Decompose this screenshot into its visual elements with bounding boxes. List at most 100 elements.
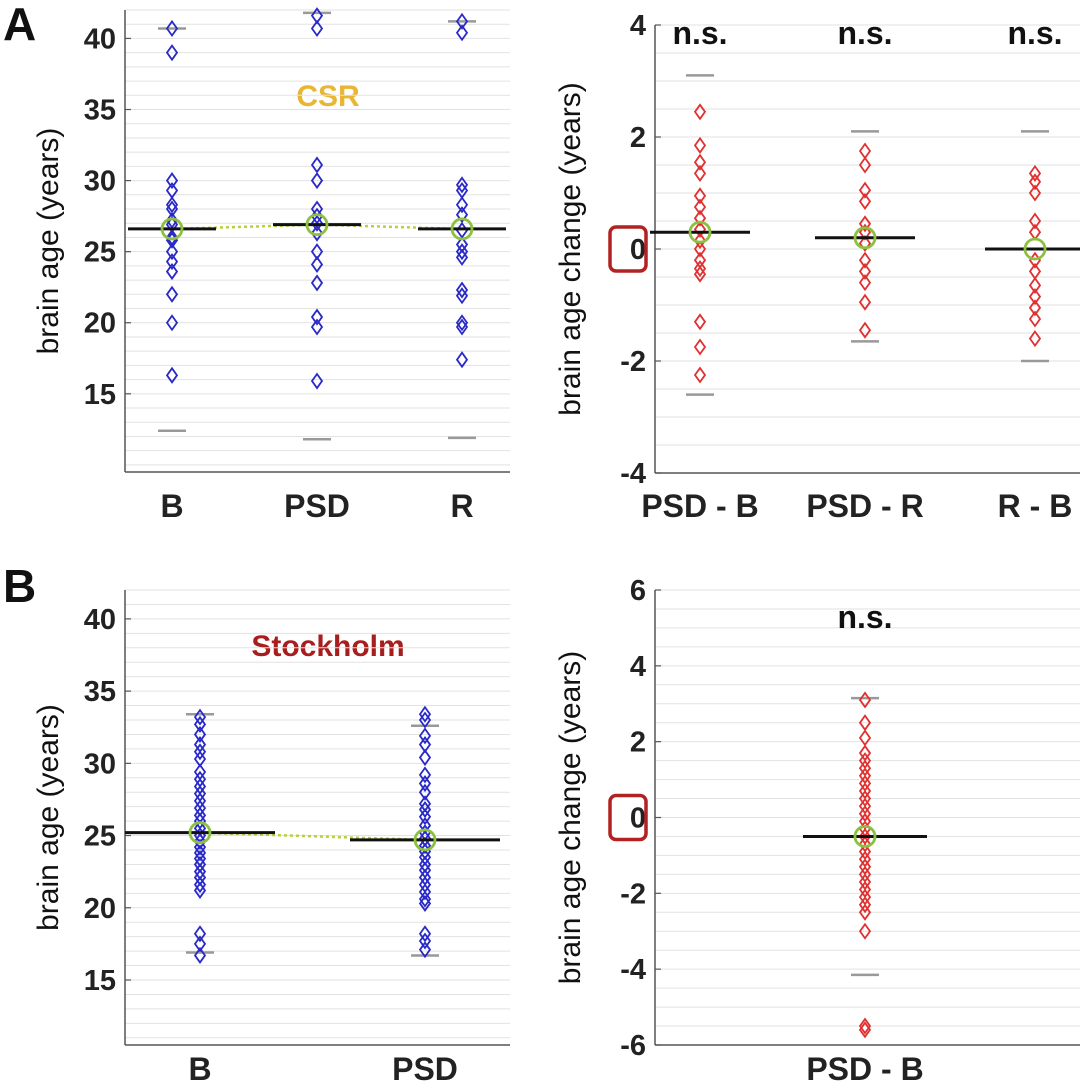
x-category-label: R xyxy=(450,488,473,524)
mean-marker xyxy=(853,226,877,250)
data-point xyxy=(455,318,469,336)
mean-marker xyxy=(688,220,712,244)
data-point xyxy=(165,172,179,190)
y-tick-label: 4 xyxy=(630,10,646,42)
data-point xyxy=(858,903,872,921)
data-point xyxy=(418,727,432,745)
data-point xyxy=(193,838,207,856)
data-point xyxy=(310,172,324,190)
data-point xyxy=(165,314,179,332)
panel-label-a: A xyxy=(3,0,36,50)
data-point xyxy=(858,215,872,233)
y-tick-label: -2 xyxy=(620,878,646,910)
series-b xyxy=(125,708,275,964)
y-tick-label: 2 xyxy=(630,122,646,154)
data-point xyxy=(310,19,324,38)
significance-label: n.s. xyxy=(837,15,892,51)
y-tick-label: -4 xyxy=(620,954,646,986)
gridlines xyxy=(125,589,510,1039)
data-point xyxy=(858,274,872,292)
data-point xyxy=(858,321,872,339)
data-point xyxy=(310,214,324,232)
data-point xyxy=(418,883,432,901)
data-point xyxy=(193,708,207,726)
data-point xyxy=(858,262,872,280)
series-r-b xyxy=(985,130,1080,363)
y-tick-label: 40 xyxy=(84,604,116,636)
data-point xyxy=(418,837,432,855)
data-point xyxy=(693,209,707,227)
data-point xyxy=(858,181,872,199)
data-point xyxy=(455,24,469,42)
data-point xyxy=(858,142,872,160)
data-point xyxy=(165,200,179,218)
y-axis-label: brain age (years) xyxy=(32,704,65,931)
chart-B-left: 15 20 25 30 35 40 brain age (years) B PSD xyxy=(32,589,510,1087)
mean-marker xyxy=(413,828,437,852)
data-point xyxy=(418,894,432,912)
cohort-label-stockholm: Stockholm xyxy=(251,630,404,663)
zero-highlight-box xyxy=(608,225,648,273)
data-point xyxy=(165,285,179,303)
y-tick-label: 6 xyxy=(630,575,646,607)
x-category-label: PSD xyxy=(284,488,350,524)
data-point xyxy=(310,372,324,390)
data-point xyxy=(418,749,432,767)
data-point xyxy=(455,196,469,214)
significance-label: n.s. xyxy=(837,599,892,635)
data-point xyxy=(418,775,432,793)
data-point xyxy=(1028,276,1042,294)
x-category-label: B xyxy=(188,1051,211,1087)
data-point xyxy=(858,691,872,709)
data-point xyxy=(193,935,207,953)
y-axis-label: brain age change (years) xyxy=(554,82,587,416)
data-point xyxy=(693,265,707,283)
data-point xyxy=(455,314,469,332)
chart-B-right: -6 -4 -2 0 2 4 6 brain age change (years) PSD - … xyxy=(554,575,1080,1087)
cohort-label-csr: CSR xyxy=(296,80,360,113)
data-point xyxy=(693,232,707,250)
y-tick-label: -4 xyxy=(620,458,646,490)
data-point xyxy=(858,251,872,269)
data-point xyxy=(165,253,179,271)
data-point xyxy=(193,876,207,894)
data-point xyxy=(455,206,469,224)
chart-A-left: 15 20 25 30 35 40 brain age (years) B PSD R xyxy=(32,7,510,524)
y-tick-label: 25 xyxy=(84,237,116,269)
data-point xyxy=(693,260,707,278)
data-point xyxy=(455,281,469,299)
data-point xyxy=(693,136,707,154)
data-point xyxy=(455,176,469,194)
data-point xyxy=(455,243,469,261)
data-point xyxy=(693,153,707,171)
data-point xyxy=(418,705,432,723)
data-point xyxy=(193,925,207,943)
data-point xyxy=(193,725,207,743)
y-tick-label: 15 xyxy=(84,379,116,411)
series-psd xyxy=(350,705,500,959)
data-point xyxy=(1028,288,1042,306)
data-point xyxy=(693,198,707,216)
data-point xyxy=(693,187,707,205)
data-point xyxy=(693,366,707,384)
data-point xyxy=(858,1017,872,1035)
data-point xyxy=(193,946,207,964)
data-point xyxy=(858,192,872,210)
data-point xyxy=(858,922,872,940)
series-psd-r xyxy=(815,130,915,343)
y-tick-label: 20 xyxy=(84,893,116,925)
data-point xyxy=(693,164,707,182)
data-point xyxy=(193,844,207,862)
series-b xyxy=(128,19,216,433)
chart-A-right: -4 -2 0 2 4 brain age change (years) PSD - B PS… xyxy=(554,10,1080,524)
data-point xyxy=(693,338,707,356)
data-point xyxy=(418,808,432,826)
data-point xyxy=(165,263,179,281)
data-point xyxy=(418,711,432,729)
y-tick-label: 25 xyxy=(84,821,116,853)
data-point xyxy=(418,890,432,908)
series-r xyxy=(418,12,506,440)
data-point xyxy=(310,308,324,326)
data-point xyxy=(858,896,872,914)
